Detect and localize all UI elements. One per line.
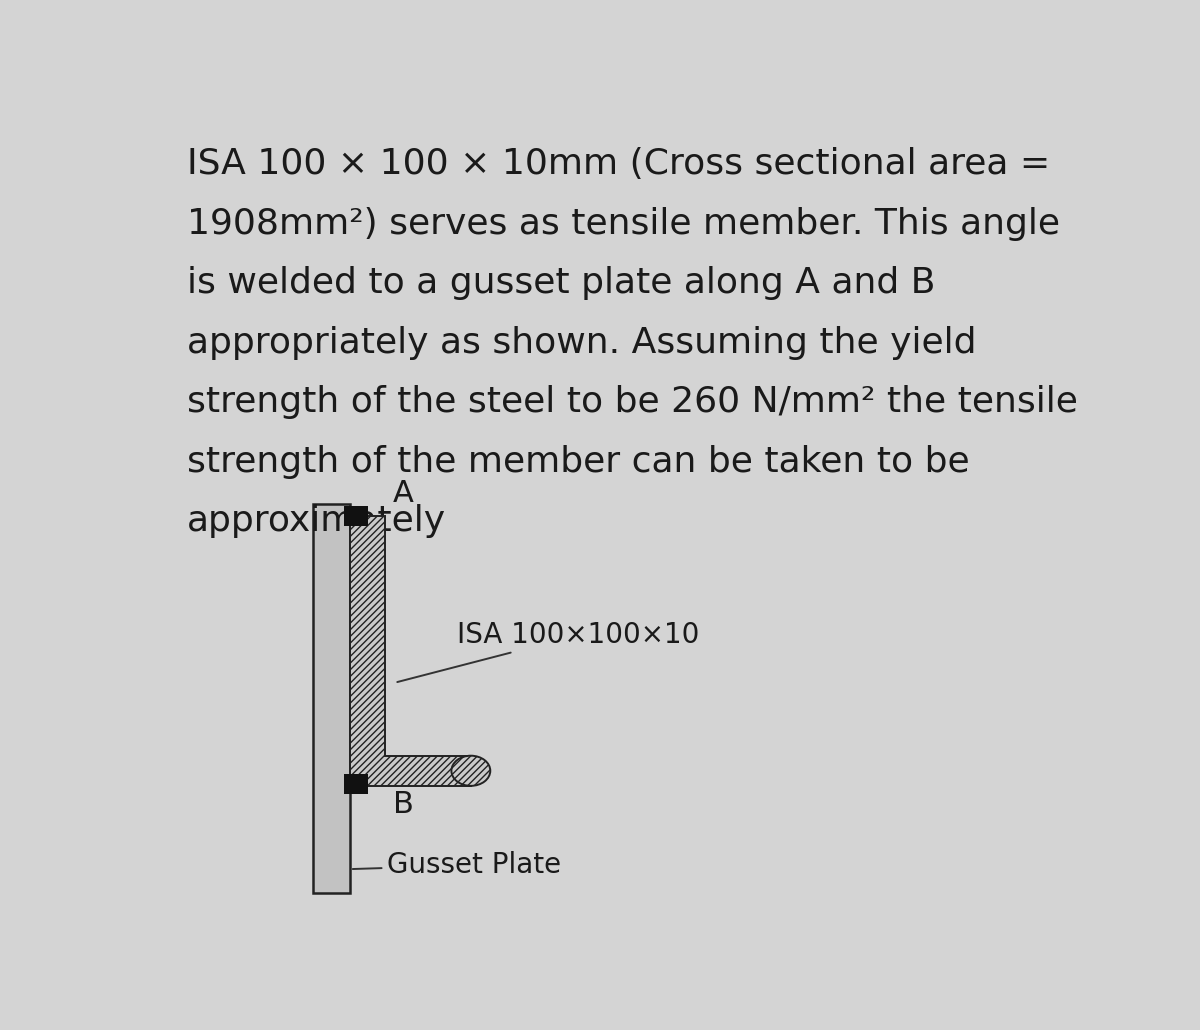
- Text: Gusset Plate: Gusset Plate: [353, 851, 562, 880]
- Text: 1908mm²) serves as tensile member. This angle: 1908mm²) serves as tensile member. This …: [187, 207, 1061, 241]
- Text: approximately: approximately: [187, 505, 446, 539]
- Text: is welded to a gusset plate along A and B: is welded to a gusset plate along A and …: [187, 267, 936, 301]
- Polygon shape: [350, 516, 470, 786]
- Bar: [344, 507, 367, 526]
- Bar: [313, 505, 350, 893]
- Text: ISA 100×100×10: ISA 100×100×10: [397, 621, 700, 682]
- Text: strength of the steel to be 260 N/mm² the tensile: strength of the steel to be 260 N/mm² th…: [187, 385, 1078, 419]
- Text: A: A: [392, 479, 414, 508]
- Ellipse shape: [451, 756, 491, 786]
- Text: B: B: [392, 790, 414, 819]
- Bar: [344, 774, 367, 794]
- Text: strength of the member can be taken to be: strength of the member can be taken to b…: [187, 445, 970, 479]
- Text: appropriately as shown. Assuming the yield: appropriately as shown. Assuming the yie…: [187, 325, 977, 359]
- Text: ISA 100 × 100 × 10mm (Cross sectional area =: ISA 100 × 100 × 10mm (Cross sectional ar…: [187, 147, 1050, 181]
